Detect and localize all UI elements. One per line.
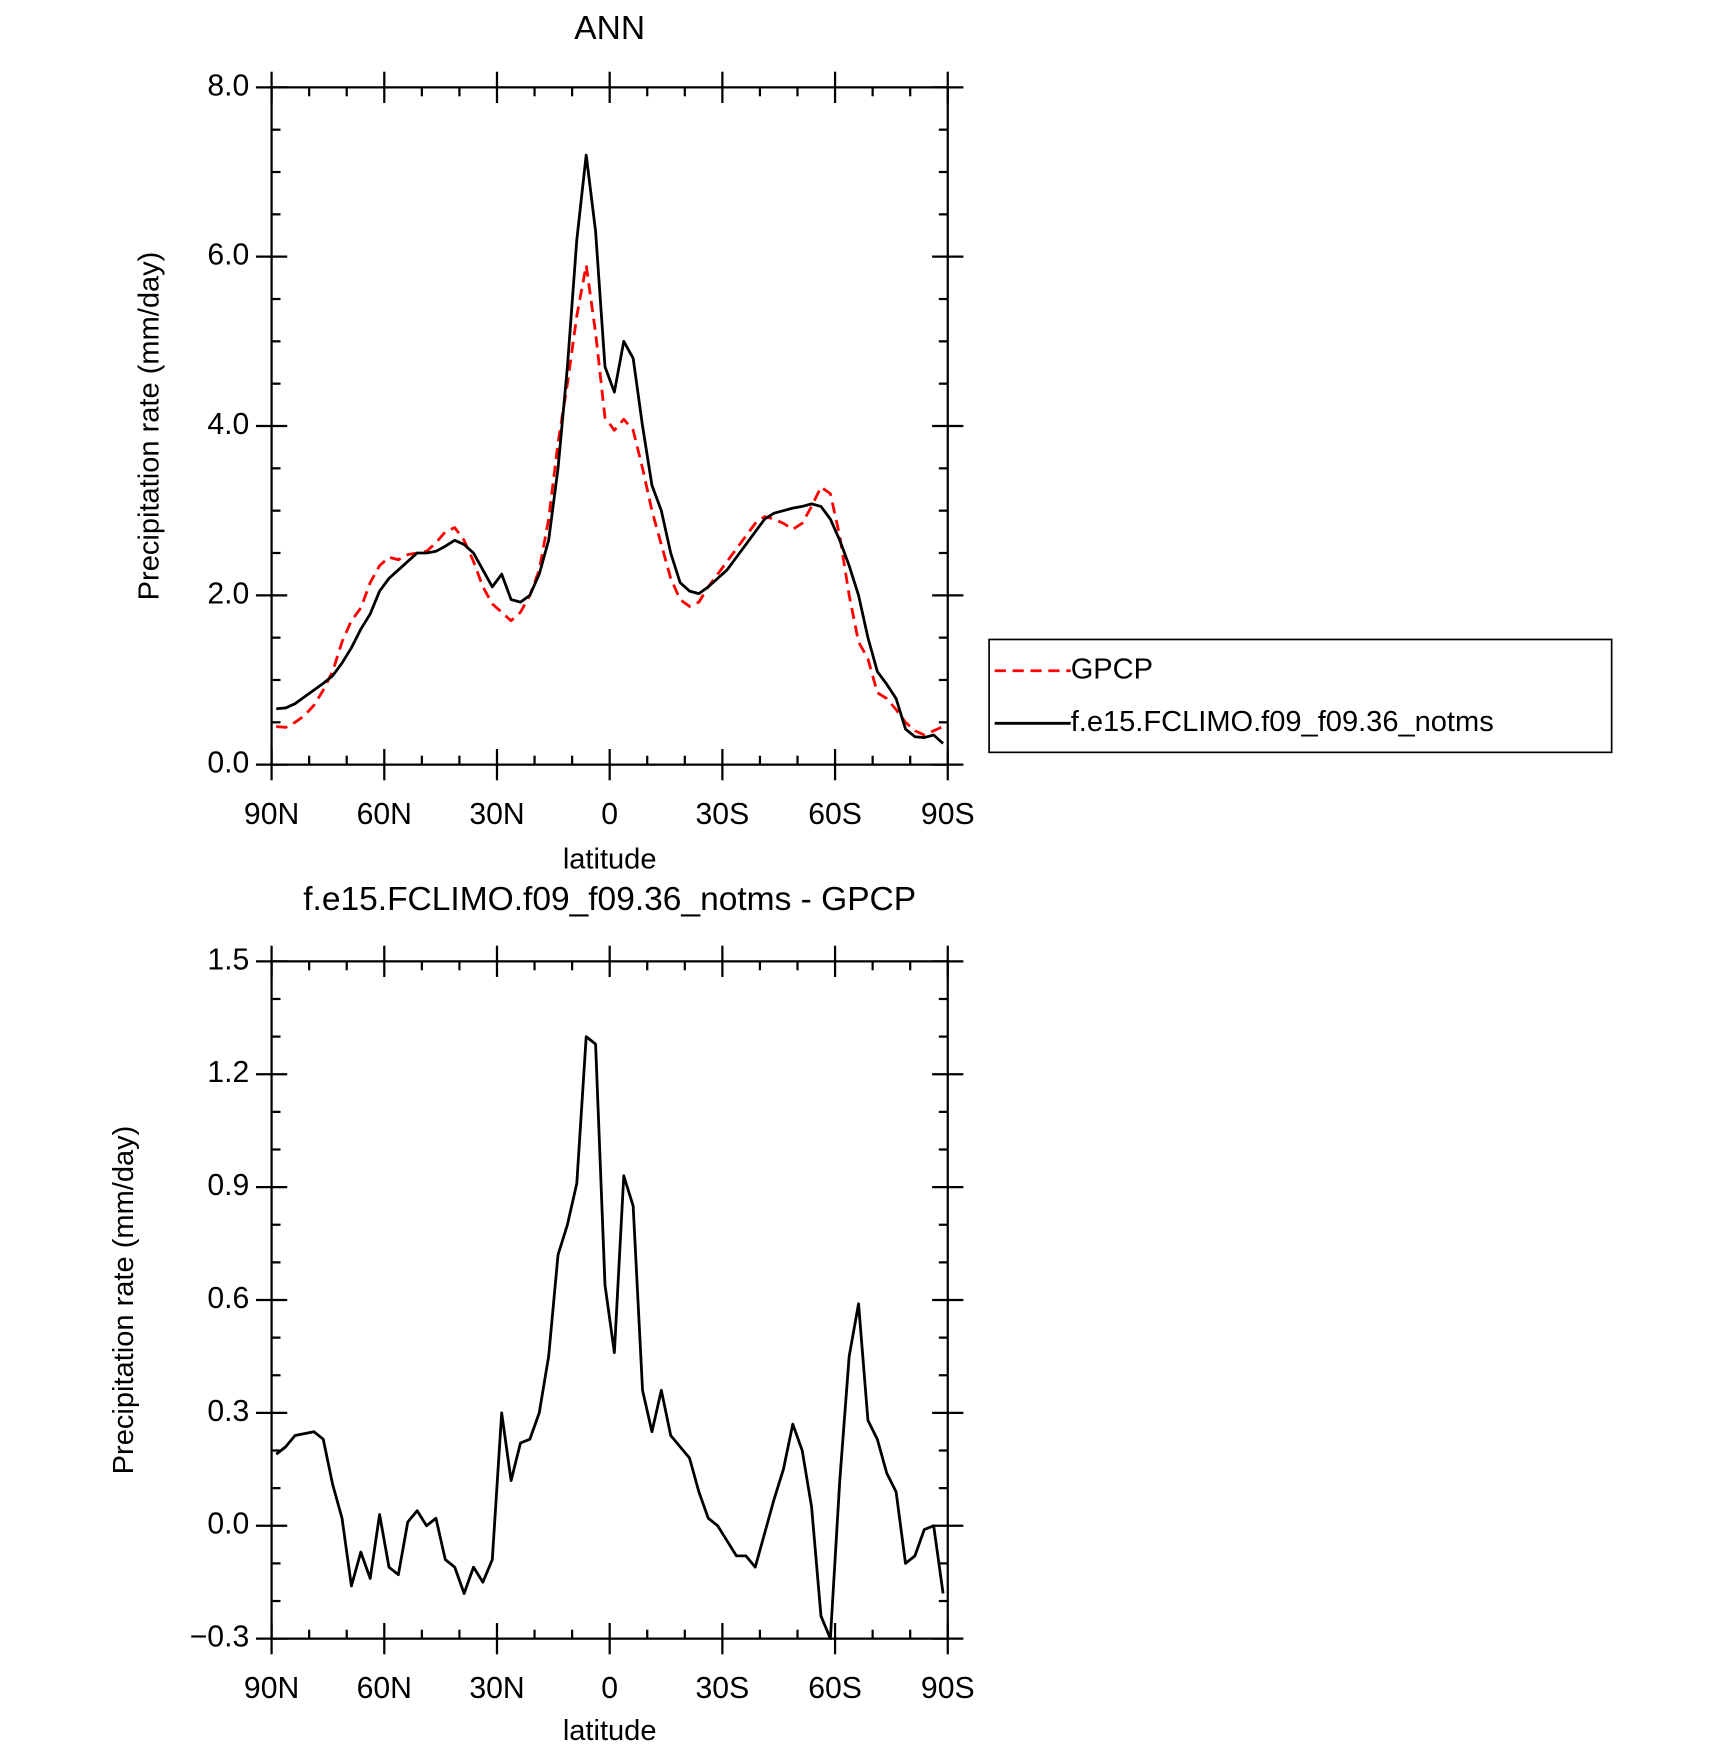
x-tick-label: 30N (469, 798, 524, 831)
series-line (276, 263, 944, 737)
y-tick-label: 2.0 (207, 577, 249, 610)
legend-label: GPCP (1071, 653, 1153, 685)
x-tick-label: 90S (921, 798, 975, 831)
x-tick-label: 90S (921, 1672, 975, 1705)
y-axis-label: Precipitation rate (mm/day) (134, 252, 166, 601)
x-tick-label: 90N (244, 1672, 299, 1705)
x-tick-label: 90N (244, 798, 299, 831)
y-tick-label: 0.3 (207, 1395, 249, 1428)
plot-frame (270, 86, 949, 766)
x-tick-label: 60S (808, 798, 862, 831)
x-axis-label: latitude (563, 1715, 657, 1745)
x-axis-label: latitude (563, 843, 657, 875)
x-tick-label: 30S (696, 798, 750, 831)
legend-box (988, 638, 1613, 754)
plot-frame (270, 960, 949, 1640)
series-line (276, 153, 945, 745)
chart-title: ANN (574, 10, 645, 47)
y-tick-label: 6.0 (207, 239, 249, 272)
legend-label: f.e15.FCLIMO.f09_f09.36_notms (1071, 706, 1494, 738)
x-tick-label: 60N (357, 798, 412, 831)
x-tick-label: 60N (357, 1672, 412, 1705)
y-tick-label: 0.0 (207, 1508, 249, 1541)
y-tick-label: 0.0 (207, 747, 249, 780)
y-tick-label: 0.6 (207, 1282, 249, 1315)
x-tick-label: 30S (696, 1672, 750, 1705)
y-tick-label: 8.0 (207, 69, 249, 102)
y-tick-label: 0.9 (207, 1169, 249, 1202)
y-axis-label: Precipitation rate (mm/day) (108, 1126, 140, 1475)
y-tick-label: 1.2 (207, 1056, 249, 1089)
x-tick-label: 0 (601, 798, 618, 831)
chart-title: f.e15.FCLIMO.f09_f09.36_notms - GPCP (303, 881, 916, 918)
x-tick-label: 0 (601, 1672, 618, 1705)
y-tick-label: −0.3 (190, 1621, 250, 1654)
y-tick-label: 1.5 (207, 943, 249, 976)
y-tick-label: 4.0 (207, 408, 249, 441)
x-tick-label: 30N (469, 1672, 524, 1705)
x-tick-label: 60S (808, 1672, 862, 1705)
series-line (275, 1035, 945, 1641)
